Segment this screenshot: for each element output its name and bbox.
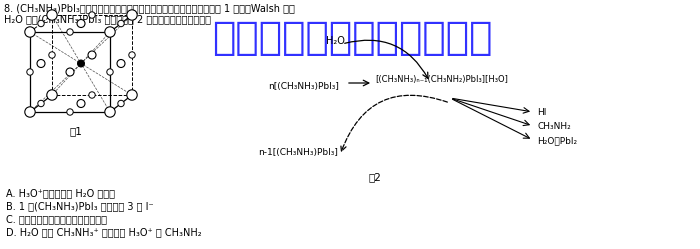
Text: B. 1 个(CH₃NH₃)PbI₃ 晶胞含有 3 个 I⁻: B. 1 个(CH₃NH₃)PbI₃ 晶胞含有 3 个 I⁻ (6, 201, 153, 211)
Text: n[(CH₃NH₃)PbI₃]: n[(CH₃NH₃)PbI₃] (268, 82, 339, 91)
Text: [(CH₃NH₃)ₙ₋₁(CH₃NH₂)PbI₃][H₃O]: [(CH₃NH₃)ₙ₋₁(CH₃NH₂)PbI₃][H₃O] (375, 75, 508, 84)
Text: H₂O: H₂O (326, 36, 344, 46)
Text: 微信公众号关注：趣找答案: 微信公众号关注：趣找答案 (211, 19, 492, 57)
Text: HI: HI (537, 108, 547, 117)
Circle shape (49, 52, 55, 58)
Text: CH₃NH₂: CH₃NH₂ (537, 122, 570, 131)
Circle shape (89, 12, 95, 18)
Circle shape (118, 100, 124, 107)
Circle shape (89, 92, 95, 98)
Circle shape (38, 20, 44, 27)
Text: H₂O、PbI₂: H₂O、PbI₂ (537, 136, 577, 145)
Circle shape (77, 100, 85, 108)
Text: n-1[(CH₃NH₃)PbI₃]: n-1[(CH₃NH₃)PbI₃] (258, 148, 338, 157)
Text: 图2: 图2 (369, 172, 382, 182)
Circle shape (127, 10, 137, 20)
Circle shape (105, 107, 116, 117)
Circle shape (105, 27, 116, 37)
Text: 图1: 图1 (69, 126, 82, 136)
Circle shape (47, 10, 57, 20)
Circle shape (66, 68, 74, 76)
Circle shape (78, 60, 85, 67)
Text: H₂O 降解(CH₃NH₃)PbI₃ 的机理如图 2 所示，下列说法错误的是: H₂O 降解(CH₃NH₃)PbI₃ 的机理如图 2 所示，下列说法错误的是 (4, 14, 211, 24)
Text: 8. (CH₃NH₃)PbI₃是钓钓矿太阳能电池的重要吸光材料，其晶胞结构如图 1 所示，Walsh 提出: 8. (CH₃NH₃)PbI₃是钓钓矿太阳能电池的重要吸光材料，其晶胞结构如图 … (4, 3, 295, 13)
Text: A. H₃O⁺的键角小于 H₂O 的键角: A. H₃O⁺的键角小于 H₂O 的键角 (6, 188, 115, 198)
Circle shape (27, 69, 33, 75)
Text: C. 机理中的反应均为非氧化还原反应: C. 机理中的反应均为非氧化还原反应 (6, 214, 107, 224)
Circle shape (38, 100, 44, 107)
Circle shape (47, 90, 57, 100)
Circle shape (77, 19, 85, 27)
Circle shape (127, 90, 137, 100)
Circle shape (37, 60, 45, 67)
Circle shape (129, 52, 135, 58)
Circle shape (25, 107, 35, 117)
Circle shape (88, 51, 96, 59)
Circle shape (66, 109, 74, 115)
Circle shape (66, 29, 74, 35)
Circle shape (117, 60, 125, 67)
Circle shape (107, 69, 113, 75)
Text: D. H₂O 可与 CH₃NH₃⁺ 反应生成 H₃O⁺ 和 CH₃NH₂: D. H₂O 可与 CH₃NH₃⁺ 反应生成 H₃O⁺ 和 CH₃NH₂ (6, 227, 202, 237)
Circle shape (25, 27, 35, 37)
Circle shape (118, 20, 124, 27)
